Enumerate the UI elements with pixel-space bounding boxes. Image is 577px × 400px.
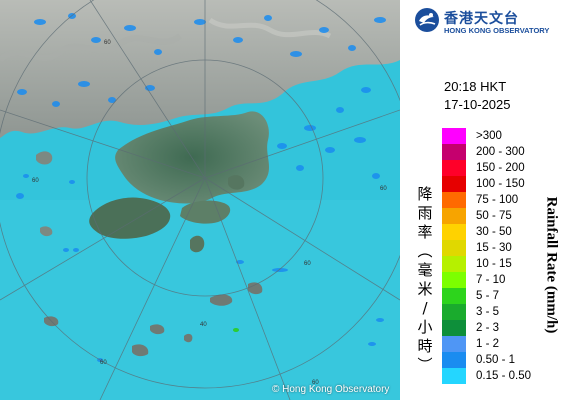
legend-swatch: [442, 160, 466, 176]
legend-label: 50 - 75: [476, 210, 512, 222]
legend-swatch: [442, 176, 466, 192]
range-label: 60: [304, 261, 311, 267]
legend-item: 100 - 150: [442, 176, 577, 192]
legend-item: 200 - 300: [442, 144, 577, 160]
range-label: 60: [104, 40, 111, 46]
legend-item: 15 - 30: [442, 240, 577, 256]
legend-item: 75 - 100: [442, 192, 577, 208]
legend-label: >300: [476, 130, 502, 142]
legend-item: 7 - 10: [442, 272, 577, 288]
legend-item: 30 - 50: [442, 224, 577, 240]
legend-item: 0.15 - 0.50: [442, 368, 577, 384]
legend-item: 150 - 200: [442, 160, 577, 176]
legend-item: 2 - 3: [442, 320, 577, 336]
legend-label: 30 - 50: [476, 226, 512, 238]
timestamp-time: 20:18 HKT: [444, 79, 507, 94]
range-rings: [0, 0, 400, 400]
legend-label: 0.15 - 0.50: [476, 370, 531, 382]
hong-kong-island: [180, 200, 231, 224]
range-label: 60: [100, 360, 107, 366]
legend-swatch: [442, 320, 466, 336]
legend-swatch: [442, 256, 466, 272]
lantau-island: [89, 197, 171, 239]
timestamp-date: 17-10-2025: [444, 97, 511, 112]
legend-swatch: [442, 336, 466, 352]
hko-logo: 香港天文台 HONG KONG OBSERVATORY: [414, 6, 574, 36]
legend-swatch: [442, 144, 466, 160]
legend-label: 5 - 7: [476, 290, 500, 302]
legend-label: 150 - 200: [476, 162, 525, 174]
legend-title-english-text: Rainfall Rate (mm/h): [543, 196, 560, 334]
range-label: 60: [32, 178, 39, 184]
legend-label: 15 - 30: [476, 242, 512, 254]
legend-swatch: [442, 272, 466, 288]
hko-logo-icon: [415, 8, 439, 32]
legend-label: 7 - 10: [476, 274, 506, 286]
rain-echoes: [16, 13, 386, 362]
rainfall-legend: >300 200 - 300 150 - 200 100 - 150 75 - 100 5…: [442, 128, 577, 384]
legend-label: 100 - 150: [476, 178, 525, 190]
legend-title-english: Rainfall Rate (mm/h): [541, 175, 561, 355]
logo-english-name: HONG KONG OBSERVATORY: [444, 26, 550, 35]
legend-item: >300: [442, 128, 577, 144]
legend-label: 3 - 5: [476, 306, 500, 318]
legend-swatch: [442, 224, 466, 240]
legend-label: 1 - 2: [476, 338, 500, 350]
legend-label: 0.50 - 1: [476, 354, 515, 366]
logo-chinese-name: 香港天文台: [444, 11, 519, 27]
range-label: 60: [380, 186, 387, 192]
legend-item: 0.50 - 1: [442, 352, 577, 368]
range-label: 40: [200, 322, 207, 328]
legend-label: 2 - 3: [476, 322, 500, 334]
legend-swatch: [442, 304, 466, 320]
legend-item: 10 - 15: [442, 256, 577, 272]
legend-label: 200 - 300: [476, 146, 525, 158]
legend-item: 50 - 75: [442, 208, 577, 224]
legend-swatch: [442, 288, 466, 304]
legend-title-chinese: 降雨率 ︵ 毫米 / 小時 ︶: [417, 185, 433, 374]
legend-label: 10 - 15: [476, 258, 512, 270]
legend-swatch: [442, 208, 466, 224]
radar-map: 60 60 60 60 60 60 40 © Hong Kong Observa…: [0, 0, 400, 400]
legend-swatch: [442, 368, 466, 384]
legend-swatch: [442, 128, 466, 144]
legend-panel: 香港天文台 HONG KONG OBSERVATORY 20:18 HKT 17…: [400, 0, 577, 400]
legend-label: 75 - 100: [476, 194, 519, 206]
legend-item: 3 - 5: [442, 304, 577, 320]
legend-swatch: [442, 192, 466, 208]
copyright-text: © Hong Kong Observatory: [272, 384, 390, 395]
radar-map-graphic: 60 60 60 60 60 60 40: [0, 0, 400, 400]
legend-swatch: [442, 240, 466, 256]
legend-item: 5 - 7: [442, 288, 577, 304]
range-label: 60: [312, 380, 319, 386]
legend-swatch: [442, 352, 466, 368]
legend-item: 1 - 2: [442, 336, 577, 352]
